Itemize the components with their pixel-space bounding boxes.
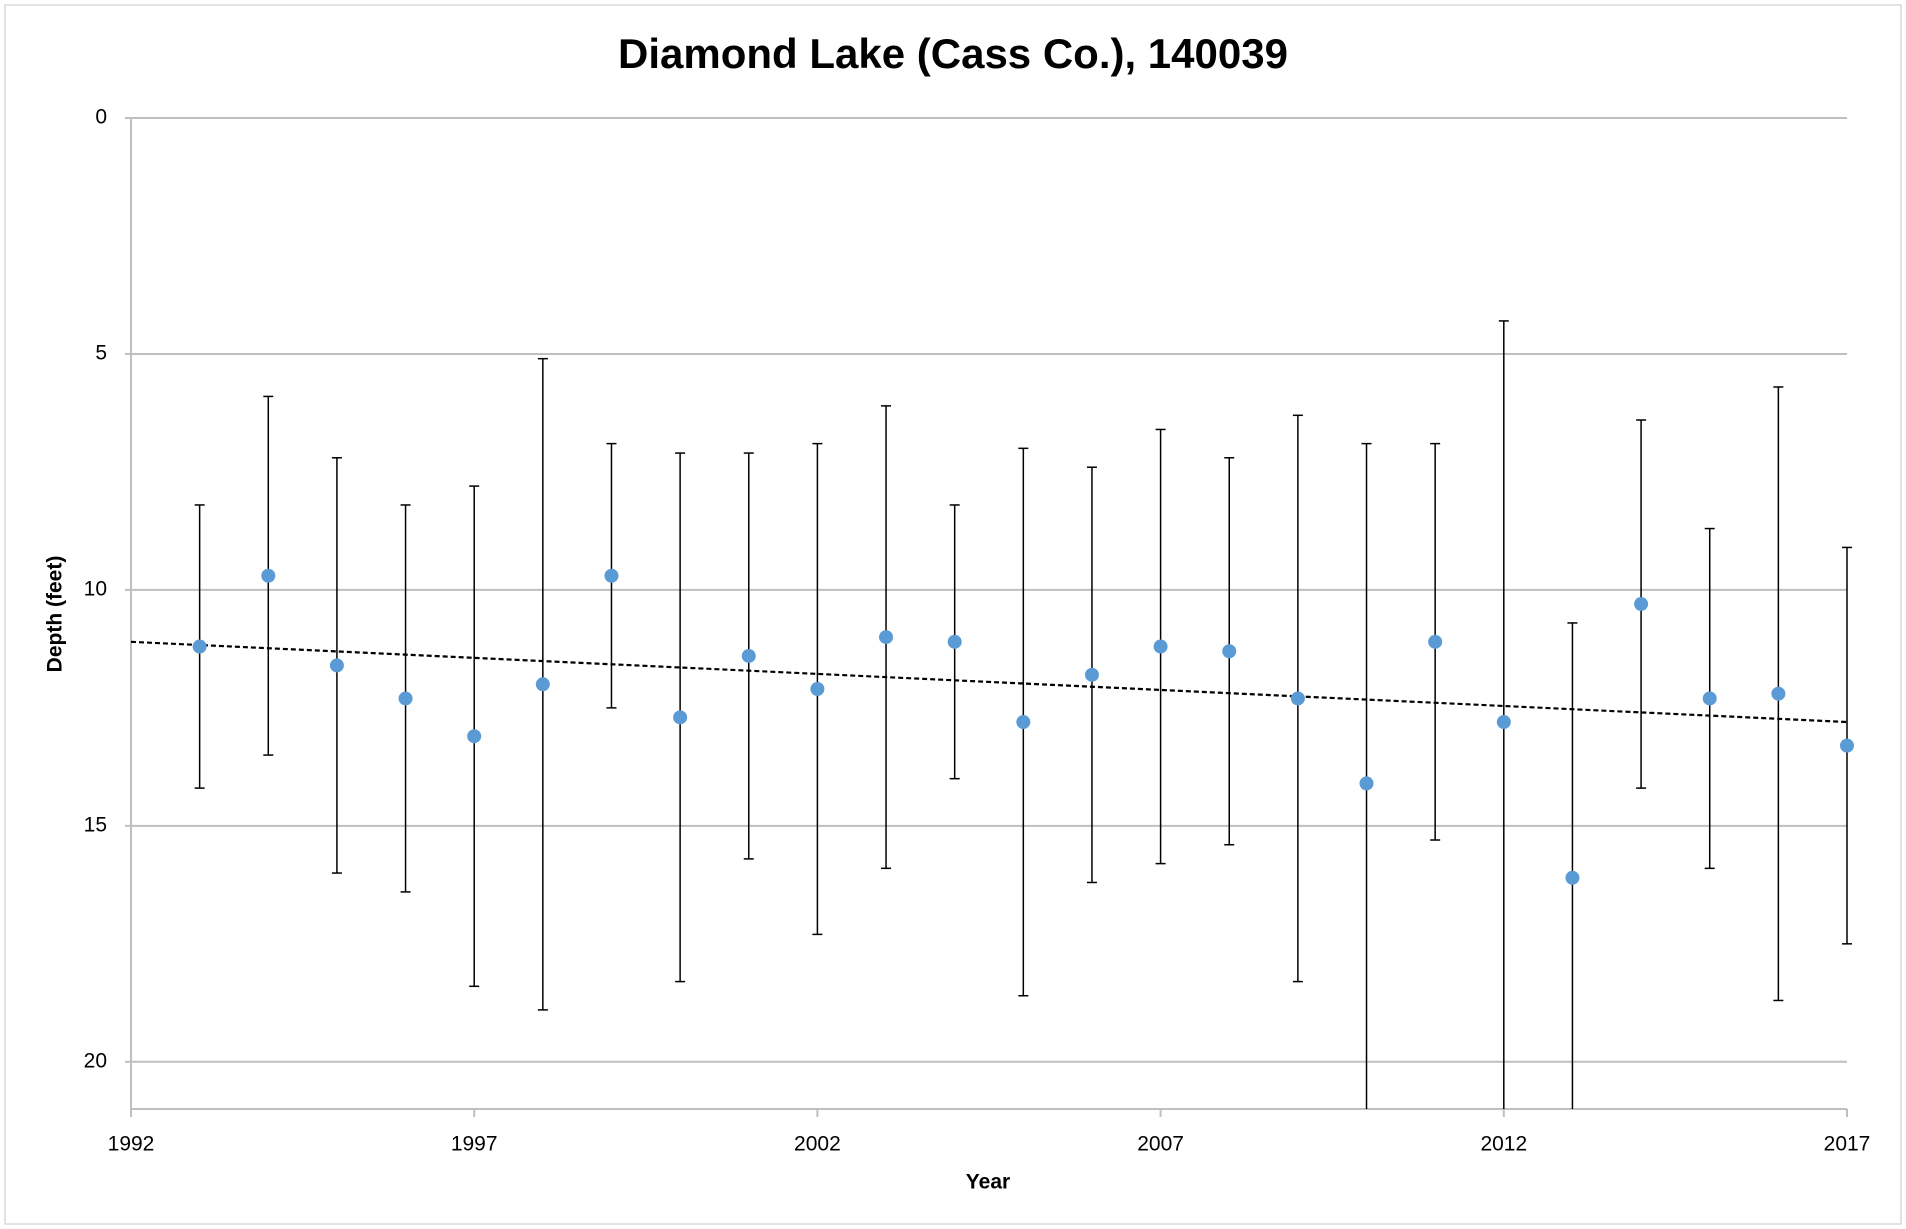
y-tick-label: 20 [84,1049,107,1072]
y-axis-title: Depth (feet) [44,556,67,673]
data-point [879,630,894,645]
chart-title: Diamond Lake (Cass Co.), 140039 [618,30,1288,77]
data-point [1359,776,1374,791]
data-point [1290,691,1305,706]
data-point [1840,738,1854,753]
chart-border [4,4,1902,1225]
x-tick-label: 1992 [108,1133,155,1156]
data-point [673,710,688,725]
data-point [947,634,962,649]
data-point [261,568,276,583]
x-tick-label: 2007 [1137,1133,1184,1156]
y-tick-label: 15 [84,813,107,836]
y-tick-label: 10 [84,577,107,600]
trendline [131,640,1848,724]
data-point [1496,715,1511,730]
data-point [1222,644,1237,659]
data-point [1084,667,1099,682]
data-point [1771,686,1786,701]
data-point [1016,715,1031,730]
data-point [1565,870,1580,885]
data-point [1428,634,1443,649]
y-tick-label: 0 [95,106,107,129]
data-point [604,568,619,583]
x-tick-label: 2017 [1824,1133,1871,1156]
data-point [398,691,413,706]
data-point [1634,597,1649,612]
x-axis-title: Year [966,1171,1010,1194]
x-tick-label: 2002 [794,1133,841,1156]
data-point [192,639,207,654]
data-point [535,677,550,692]
data-point [329,658,344,673]
data-point [810,682,825,697]
data-point [467,729,482,744]
data-point [1153,639,1168,654]
x-tick-label: 2012 [1480,1133,1527,1156]
data-point [1702,691,1717,706]
data-point [741,648,756,663]
x-tick-label: 1997 [451,1133,498,1156]
plot-area [131,320,1854,1109]
y-tick-label: 5 [95,341,107,364]
